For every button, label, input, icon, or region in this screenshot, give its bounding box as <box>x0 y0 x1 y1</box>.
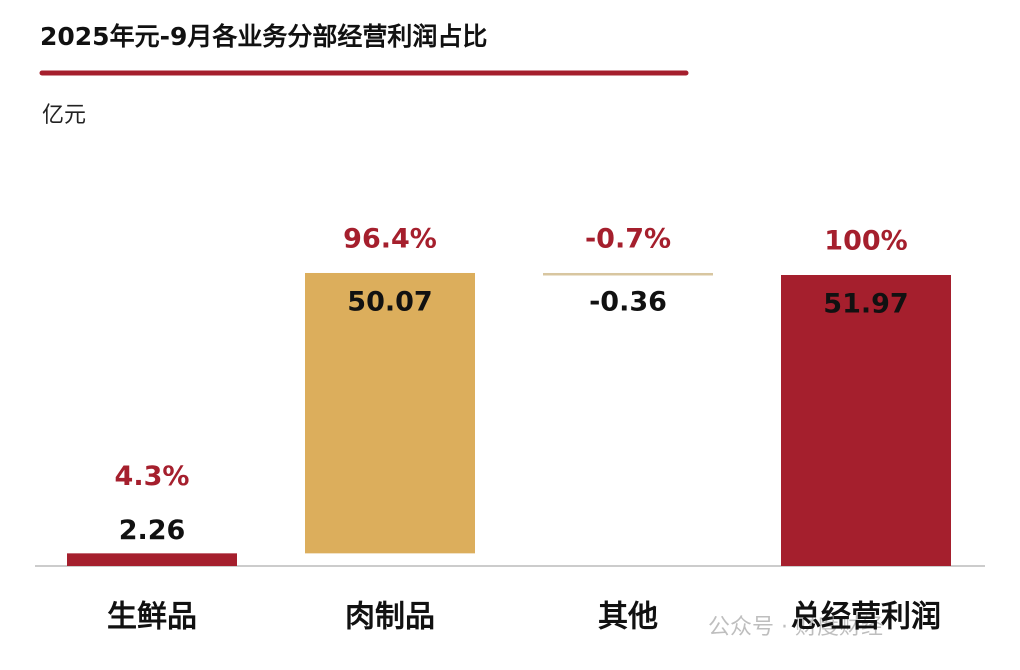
value-label: 2.26 <box>119 515 186 546</box>
bar <box>543 272 713 276</box>
share-label: -0.7% <box>585 223 671 254</box>
x-tick-label: 生鲜品 <box>107 600 197 635</box>
share-label: 96.4% <box>343 223 437 254</box>
share-label: 100% <box>824 226 907 257</box>
share-label: 4.3% <box>115 461 190 492</box>
watermark: 公众号 · 财度财经 <box>708 615 883 640</box>
x-tick-label: 总经营利润 <box>791 600 941 635</box>
unit-label: 亿元 <box>42 103 86 128</box>
x-tick-label: 其他 <box>598 600 658 635</box>
bar <box>67 553 237 566</box>
value-label: 51.97 <box>823 289 908 320</box>
value-label: -0.36 <box>589 286 667 317</box>
bar <box>305 272 475 554</box>
value-label: 50.07 <box>347 286 432 317</box>
bar <box>781 275 951 566</box>
x-tick-label: 肉制品 <box>345 600 435 635</box>
chart-title: 2025年元-9月各业务分部经营利润占比 <box>40 22 487 51</box>
